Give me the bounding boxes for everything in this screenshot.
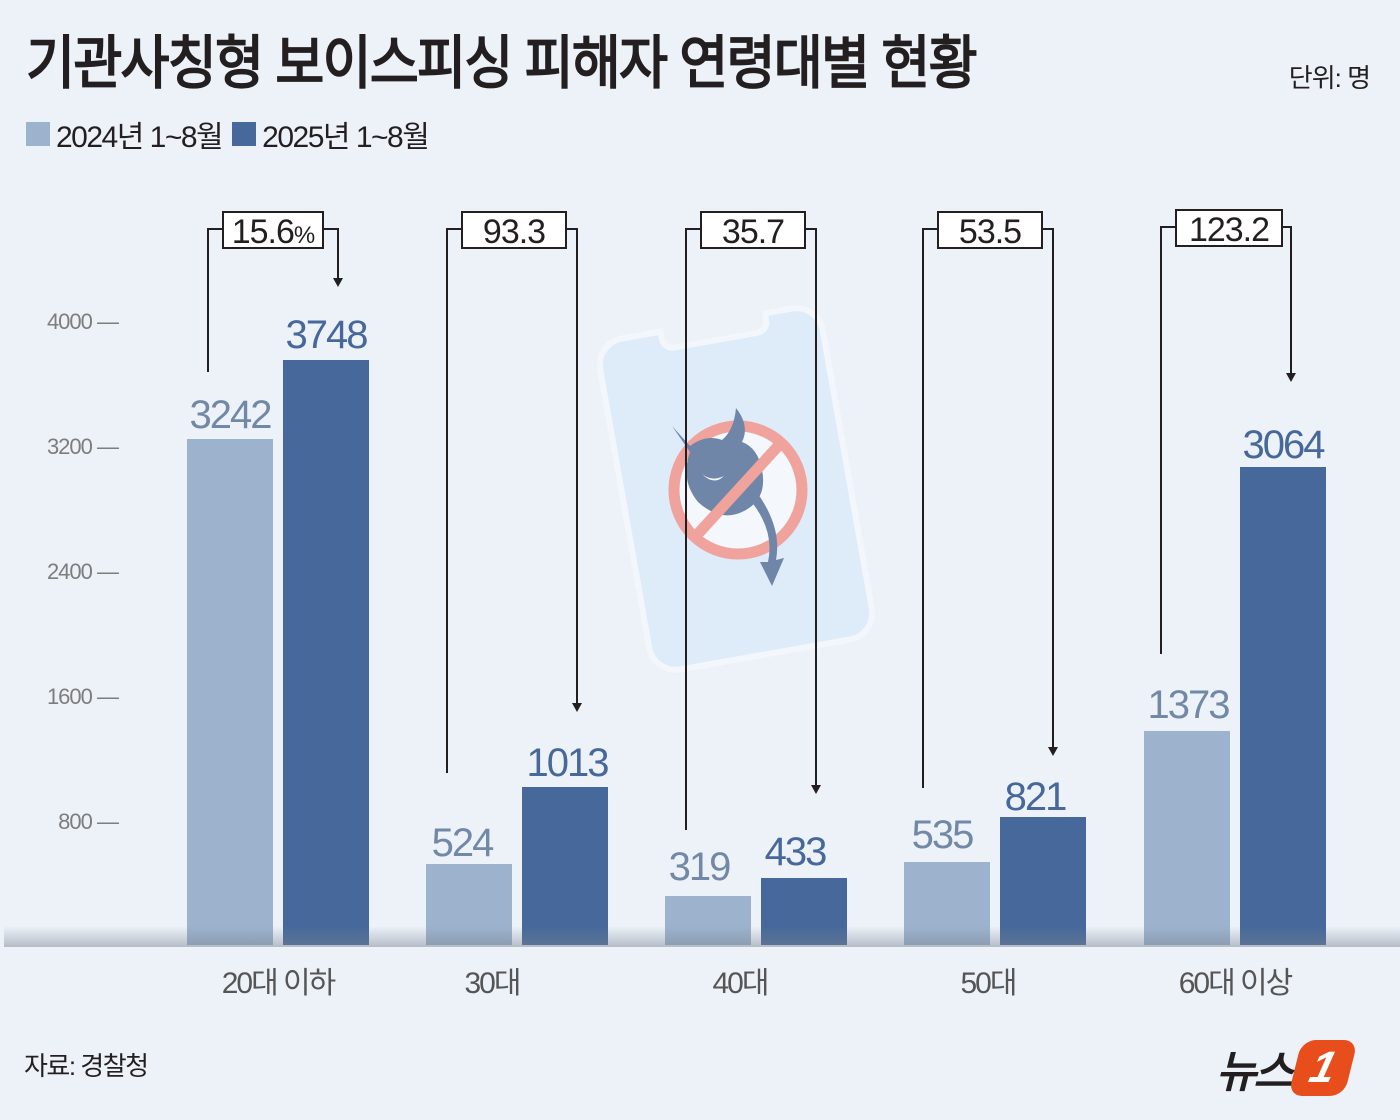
bar-2024[interactable] — [1144, 731, 1230, 946]
connector-right-h — [805, 228, 817, 230]
bar-2025[interactable] — [522, 787, 608, 946]
legend-swatch-2024 — [26, 122, 50, 146]
legend-swatch-2025 — [232, 122, 257, 146]
category-label: 40대 — [712, 967, 770, 1000]
value-2025: 1013 — [526, 741, 610, 785]
connector-left — [207, 228, 209, 372]
bar-2025[interactable] — [283, 360, 369, 946]
prohibited-devil-icon — [668, 408, 808, 586]
value-2024: 3242 — [189, 393, 273, 437]
legend: 2024년 1~8월 2025년 1~8월 — [26, 112, 430, 156]
legend-label-2024: 2024년 1~8월 — [56, 121, 224, 154]
category-label: 60대 이상 — [1178, 967, 1294, 1000]
category-label: 20대 이하 — [221, 967, 337, 1000]
legend-item-2024: 2024년 1~8월 — [26, 112, 224, 156]
connector-right-h — [1042, 228, 1054, 230]
y-tick-4000: 4000 — — [46, 309, 119, 334]
value-2024: 524 — [431, 821, 495, 865]
value-2025: 821 — [1004, 775, 1068, 819]
connector-right — [337, 228, 339, 280]
bar-2025[interactable] — [761, 878, 847, 946]
logo-wordmark: 뉴스 — [1216, 1048, 1294, 1097]
connector-right — [815, 228, 817, 786]
change-value: 53.5 — [958, 213, 1022, 251]
value-2025: 433 — [764, 830, 828, 874]
y-tick-800: 800 — — [58, 809, 119, 834]
change-badge: 35.7 — [700, 211, 806, 251]
change-badge: 15.6% — [222, 211, 324, 251]
arrow-down-icon — [572, 703, 582, 712]
change-value: 15.6 — [231, 213, 295, 251]
change-value: 35.7 — [721, 213, 785, 251]
chart-title: 기관사칭형 보이스피싱 피해자 연령대별 현황 — [26, 31, 978, 96]
change-value: 123.2 — [1188, 211, 1270, 249]
bar-2024[interactable] — [426, 864, 512, 946]
bar-2024[interactable] — [904, 862, 990, 946]
value-2024: 319 — [668, 845, 732, 889]
connector-right — [1290, 226, 1292, 374]
bar-2025[interactable] — [1240, 467, 1326, 946]
change-badge: 53.5 — [937, 211, 1043, 251]
connector-left — [922, 228, 924, 788]
unit-label: 단위: 명 — [1288, 63, 1371, 93]
connector-left — [1160, 226, 1162, 654]
y-tick-2400: 2400 — — [46, 559, 119, 584]
connector-right-h — [566, 228, 578, 230]
connector-left-h — [446, 228, 462, 230]
bar-2024[interactable] — [665, 896, 751, 946]
bar-2024[interactable] — [187, 439, 273, 946]
arrow-down-icon — [811, 785, 821, 794]
value-2024: 535 — [911, 813, 975, 857]
y-tick-1600: 1600 — — [46, 684, 119, 709]
connector-right-h — [1280, 226, 1292, 228]
connector-right — [576, 228, 578, 704]
legend-label-2025: 2025년 1~8월 — [262, 121, 430, 154]
connector-left — [446, 228, 448, 773]
connector-left-h — [922, 228, 938, 230]
value-2025: 3064 — [1242, 423, 1326, 467]
value-2024: 1373 — [1147, 683, 1231, 727]
connector-left-h — [685, 228, 701, 230]
x-axis-baseline — [4, 945, 1400, 947]
category-label: 30대 — [464, 967, 522, 1000]
connector-right-h — [322, 228, 339, 230]
category-label: 50대 — [960, 967, 1018, 1000]
bar-2025[interactable] — [1000, 817, 1086, 946]
legend-item-2025: 2025년 1~8월 — [232, 112, 430, 156]
connector-right — [1052, 228, 1054, 748]
connector-left-h — [207, 228, 223, 230]
connector-left — [685, 228, 687, 830]
news1-logo: 뉴스 1 — [1216, 1036, 1358, 1100]
percent-sign: % — [293, 222, 315, 249]
change-value: 93.3 — [482, 213, 546, 251]
connector-left-h — [1160, 226, 1176, 228]
y-tick-3200: 3200 — — [46, 434, 119, 459]
value-2025: 3748 — [285, 313, 369, 357]
arrow-down-icon — [1286, 373, 1296, 382]
source-label: 자료: 경찰청 — [24, 1051, 149, 1081]
change-badge: 123.2 — [1175, 209, 1283, 249]
logo-mark-icon: 1 — [1287, 1040, 1358, 1096]
arrow-down-icon — [333, 278, 343, 287]
arrow-down-icon — [1048, 747, 1058, 756]
change-badge: 93.3 — [461, 211, 567, 251]
baseline-shadow — [4, 926, 1400, 946]
